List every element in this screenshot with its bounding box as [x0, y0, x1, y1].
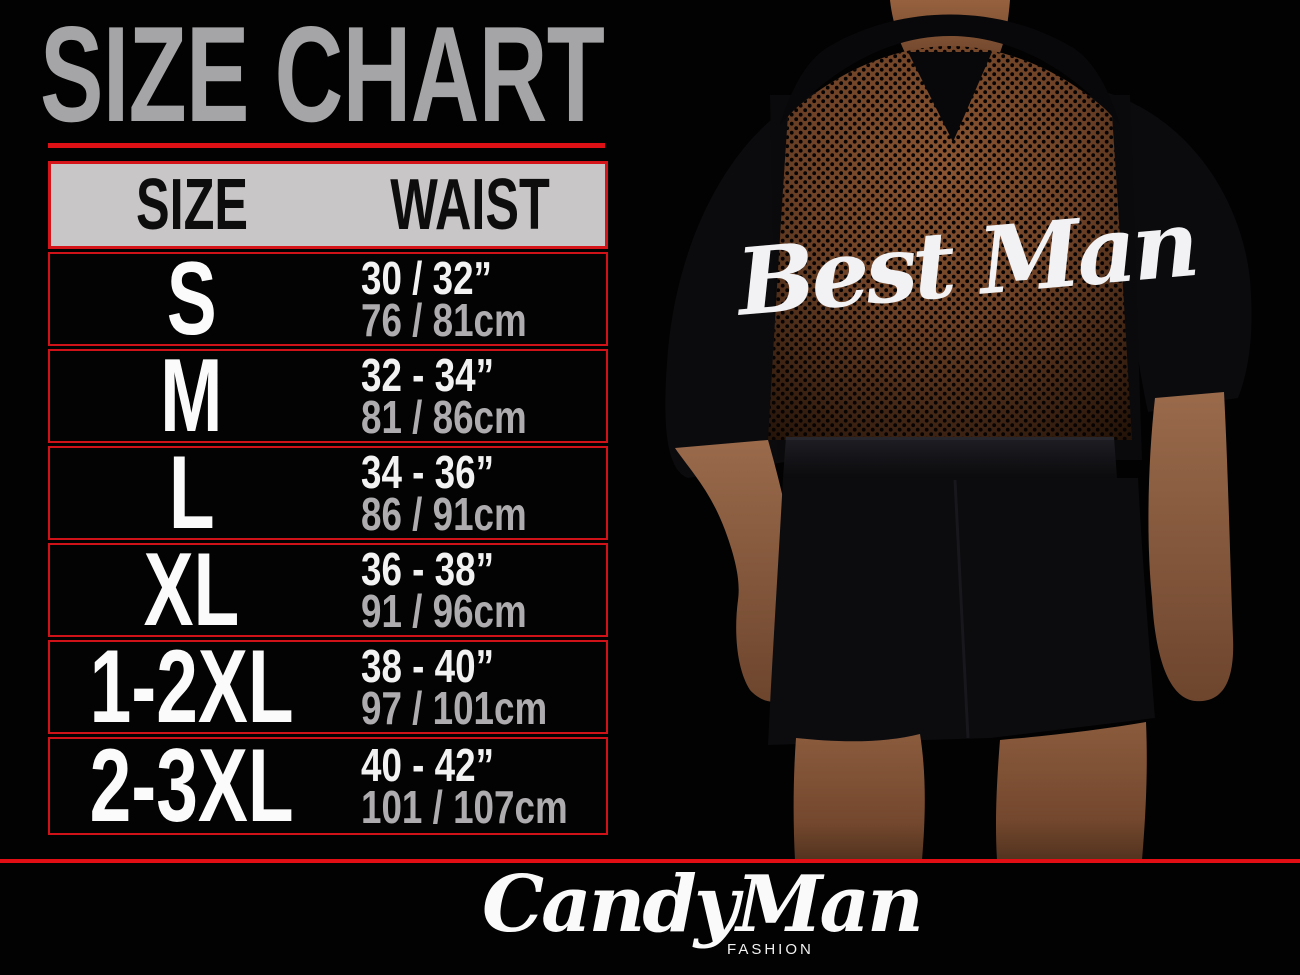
model-right-leg — [996, 722, 1147, 860]
row-waist-inches: 34 - 36” — [361, 446, 494, 498]
row-waist-cm: 86 / 91cm — [361, 488, 527, 540]
robe-skirt-seam — [953, 479, 970, 739]
row-waist-inches: 40 - 42” — [361, 739, 494, 791]
model-left-arm — [675, 440, 805, 702]
title-underline — [48, 143, 605, 148]
model-right-arm — [1148, 392, 1234, 702]
row-waist-cell: 30 / 32” 76 / 81cm — [333, 252, 606, 346]
row-size-label: 1-2XL — [89, 629, 294, 745]
row-size-label: 2-3XL — [89, 728, 294, 844]
footer-divider — [0, 859, 1300, 863]
table-row: 2-3XL 40 - 42” 101 / 107cm — [48, 728, 608, 844]
robe-belt-seam — [786, 437, 1114, 440]
row-waist-inches: 38 - 40” — [361, 640, 494, 692]
row-waist-cell: 32 - 34” 81 / 86cm — [333, 349, 606, 443]
robe-belt — [783, 437, 1117, 478]
row-size-label: XL — [143, 532, 240, 648]
row-size-label: M — [160, 338, 223, 454]
brand-logo-fashion: FASHION — [727, 941, 814, 958]
row-waist-inches: 30 / 32” — [361, 252, 492, 304]
page-title: SIZE CHART — [40, 0, 605, 150]
brand-logo: CandyMan — [482, 859, 924, 950]
row-waist-inches: 32 - 34” — [361, 349, 494, 401]
row-size-label: S — [166, 241, 217, 357]
mesh-dots-texture — [768, 46, 1132, 440]
row-waist-inches: 36 - 38” — [361, 543, 494, 595]
row-waist-cell: 40 - 42” 101 / 107cm — [333, 739, 619, 833]
table-row: XL 36 - 38” 91 / 96cm — [48, 538, 608, 642]
robe-collar-vee — [908, 52, 992, 142]
row-waist-cell: 38 - 40” 97 / 101cm — [333, 640, 606, 734]
model-photo: Best Man — [665, 0, 1252, 860]
row-waist-cm: 81 / 86cm — [361, 391, 527, 443]
row-waist-cm: 97 / 101cm — [361, 682, 548, 734]
table-row: S 30 / 32” 76 / 81cm — [48, 247, 608, 351]
robe-collar — [780, 14, 1120, 125]
row-waist-cell: 34 - 36” 86 / 91cm — [333, 446, 606, 540]
model-left-leg — [793, 734, 925, 860]
header-waist-label: WAIST — [389, 165, 550, 245]
table-row: L 34 - 36” 86 / 91cm — [48, 441, 608, 545]
table-header: SIZE WAIST — [48, 161, 608, 249]
row-waist-cm: 91 / 96cm — [361, 585, 527, 637]
footer-band — [0, 863, 1300, 975]
row-waist-cm: 76 / 81cm — [361, 294, 527, 346]
table-row: M 32 - 34” 81 / 86cm — [48, 344, 608, 448]
header-size-label: SIZE — [136, 165, 249, 245]
row-waist-cell: 36 - 38” 91 / 96cm — [333, 543, 606, 637]
row-waist-cm: 101 / 107cm — [361, 781, 568, 833]
robe-right-sleeve — [1105, 92, 1252, 412]
table-row: 1-2XL 38 - 40” 97 / 101cm — [48, 635, 608, 739]
row-size-label: L — [168, 435, 215, 551]
size-table: SIZE WAIST S 30 / 32” 76 / 81cm M 32 - 3… — [48, 161, 608, 844]
